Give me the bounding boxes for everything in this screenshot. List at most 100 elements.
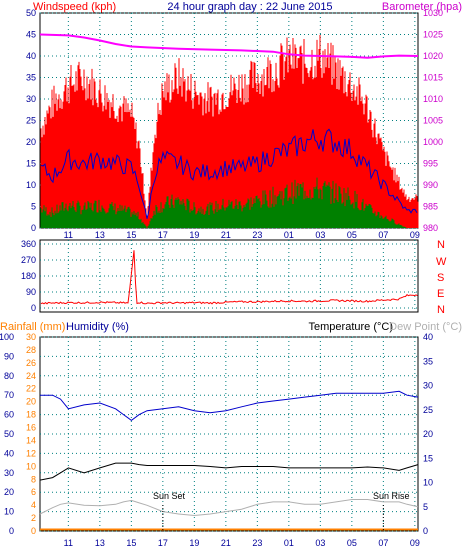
direction-label-w: W [436,256,447,268]
x-tick-label: 01 [284,230,294,240]
direction-tick-label: 360 [21,239,36,249]
tick-labels: 1111131315151717191921212323010103030505… [0,8,443,548]
barometer-tick-label: 1015 [423,73,443,83]
windspeed-tick-label: 10 [26,180,36,190]
x-tick-label: 13 [95,538,105,548]
humidity-tick-label: 20 [4,487,14,497]
rainfall-tick-label: 22 [26,384,36,394]
rainfall-tick-label: 0 [31,526,36,536]
x-tick-label: 19 [189,230,199,240]
direction-tick-label: 0 [31,303,36,313]
humidity-axis-label: Humidity (%) [66,321,129,333]
direction-tick-label: 180 [21,271,36,281]
direction-label-n-bottom: N [437,304,445,316]
rainfall-tick-label: 4 [31,500,36,510]
barometer-tick-label: 990 [423,180,438,190]
x-tick-label: 05 [347,538,357,548]
dewpoint-line [39,499,419,517]
x-tick-label: 03 [315,230,325,240]
humidity-tick-label: 100 [0,332,14,342]
barometer-tick-label: 1000 [423,137,443,147]
x-tick-label: 19 [189,538,199,548]
rainfall-tick-label: 12 [26,448,36,458]
humidity-tick-label: 10 [4,507,14,517]
rainfall-tick-label: 30 [26,332,36,342]
x-tick-label: 23 [252,538,262,548]
rainfall-tick-label: 24 [26,371,36,381]
x-tick-label: 21 [221,230,231,240]
rainfall-tick-label: 10 [26,461,36,471]
wind-direction-line [40,250,418,305]
series-layer [39,33,419,531]
rainfall-tick-label: 2 [31,513,36,523]
temperature-tick-label: 0 [423,526,428,536]
x-tick-label: 11 [64,230,73,240]
barometer-tick-label: 995 [423,159,438,169]
windspeed-tick-label: 20 [26,137,36,147]
windspeed-tick-label: 50 [26,8,36,18]
barometer-tick-label: 980 [423,223,438,233]
direction-tick-label: 270 [21,255,36,265]
barometer-tick-label: 1025 [423,30,443,40]
barometer-tick-label: 1030 [423,8,443,18]
temperature-tick-label: 25 [423,405,433,415]
x-tick-label: 15 [126,538,136,548]
temperature-line [39,462,419,481]
windspeed-tick-label: 30 [26,94,36,104]
windspeed-axis-label: Windspeed (kph) [33,1,116,13]
rainfall-axis-label: Rainfall (mm) [0,321,65,333]
sunrise-label: Sun Rise [373,491,410,501]
temperature-tick-label: 20 [423,429,433,439]
x-tick-label: 15 [126,230,136,240]
barometer-tick-label: 1010 [423,94,443,104]
temperature-axis-label: Temperature (°C) [309,321,393,333]
x-tick-label: 11 [64,538,73,548]
x-tick-label: 09 [410,538,420,548]
humidity-tick-label: 90 [4,351,14,361]
direction-label-s: S [437,272,444,284]
rainfall-tick-label: 26 [26,358,36,368]
temperature-tick-label: 5 [423,502,428,512]
humidity-tick-label: 40 [4,448,14,458]
humidity-tick-label: 50 [4,429,14,439]
grid-layer [40,12,418,532]
barometer-line [39,33,419,59]
direction-label-e: E [437,288,444,300]
barometer-tick-label: 1005 [423,116,443,126]
sunset-label: Sun Set [153,491,186,501]
rainfall-tick-label: 14 [26,435,36,445]
humidity-tick-label: 30 [4,468,14,478]
x-tick-label: 03 [315,538,325,548]
chart-title: 24 hour graph day : 22 June 2015 [167,1,332,13]
windspeed-tick-label: 15 [26,159,36,169]
humidity-tick-label: 80 [4,371,14,381]
temperature-tick-label: 30 [423,381,433,391]
windspeed-tick-label: 0 [31,223,36,233]
windspeed-tick-label: 40 [26,51,36,61]
direction-tick-label: 90 [26,287,36,297]
dewpoint-axis-label: Dew Point (°C) [389,321,462,333]
rainfall-tick-label: 28 [26,345,36,355]
direction-label-n-top: N [437,239,445,251]
barometer-tick-label: 1020 [423,51,443,61]
x-tick-label: 07 [378,538,388,548]
windspeed-tick-label: 5 [31,202,36,212]
x-tick-label: 13 [95,230,105,240]
barometer-axis-label: Barometer (hpa) [382,1,462,13]
x-tick-label: 09 [410,230,420,240]
barometer-tick-label: 985 [423,202,438,212]
windspeed-tick-label: 45 [26,30,36,40]
humidity-tick-label: 60 [4,410,14,420]
wind-average-line [40,128,418,219]
x-tick-label: 01 [284,538,294,548]
temperature-tick-label: 15 [423,453,433,463]
x-tick-label: 17 [158,538,168,548]
x-tick-label: 07 [378,230,388,240]
humidity-line [40,390,419,422]
x-tick-label: 17 [158,230,168,240]
x-tick-label: 05 [347,230,357,240]
rainfall-tick-label: 18 [26,410,36,420]
wind-low-series [40,177,407,228]
rainfall-tick-label: 16 [26,423,36,433]
